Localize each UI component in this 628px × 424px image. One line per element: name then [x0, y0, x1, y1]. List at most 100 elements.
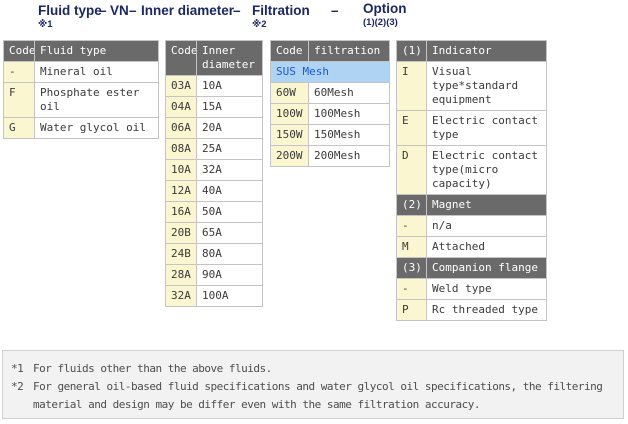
- code-cell: 03A: [165, 75, 197, 97]
- note-ref-123: (1)(2)(3): [363, 17, 398, 28]
- table-row: E Electric contact type: [396, 110, 547, 146]
- table-row: - Mineral oil: [3, 61, 159, 83]
- value-cell: Visual type*standard equipment: [426, 61, 547, 111]
- title-filtration: Filtration: [252, 3, 310, 18]
- sus-mesh-subheader-row: SUS Mesh: [270, 61, 390, 83]
- code-cell: 150W: [270, 124, 309, 146]
- title-fluid-type: Fluid type: [38, 3, 102, 18]
- value-cell: 100Mesh: [308, 103, 390, 125]
- code-cell: (2): [396, 194, 427, 216]
- sus-mesh-label: SUS Mesh: [270, 61, 390, 83]
- value-cell: 150Mesh: [308, 124, 390, 146]
- table-row: 06A 20A: [165, 117, 263, 139]
- fluid-type-table: Code Fluid type - Mineral oil F Phosphate e…: [3, 40, 159, 139]
- table-row: M Attached: [396, 236, 547, 258]
- column-header: Inner diameter: [196, 40, 263, 76]
- table-header-row: Code filtration: [270, 40, 390, 62]
- code-cell: M: [396, 236, 427, 258]
- code-cell: 60W: [270, 82, 309, 104]
- value-cell: 15A: [196, 96, 263, 118]
- value-cell: 20A: [196, 117, 263, 139]
- code-cell: 200W: [270, 145, 309, 167]
- value-cell: 50A: [196, 201, 263, 223]
- model-number-title: Fluid type – VN – Inner diameter – Filtr…: [0, 0, 628, 36]
- code-cell: 16A: [165, 201, 197, 223]
- table-row: - Weld type: [396, 278, 547, 300]
- code-cell: 32A: [165, 285, 197, 307]
- note-ref-1: ※1: [38, 19, 53, 30]
- code-cell: 100W: [270, 103, 309, 125]
- value-cell: Companion flange: [426, 257, 547, 279]
- code-cell: P: [396, 299, 427, 321]
- code-cell: -: [3, 61, 35, 83]
- value-cell: 40A: [196, 180, 263, 202]
- table-row: 28A 90A: [165, 264, 263, 286]
- table-row: 16A 50A: [165, 201, 263, 223]
- code-cell: 04A: [165, 96, 197, 118]
- code-cell: 12A: [165, 180, 197, 202]
- table-row: 12A 40A: [165, 180, 263, 202]
- footnote-text: For fluids other than the above fluids.: [33, 362, 272, 375]
- footnote-item: *2 For general oil-based fluid specificat…: [11, 378, 615, 414]
- table-row: 150W 150Mesh: [270, 124, 390, 146]
- filtration-table: Code filtration SUS Mesh 60W 60Mesh 100W 10…: [270, 40, 390, 167]
- table-row: 08A 25A: [165, 138, 263, 160]
- value-cell: 32A: [196, 159, 263, 181]
- code-cell: 06A: [165, 117, 197, 139]
- value-cell: Electric contact type: [426, 110, 547, 146]
- table-row: I Visual type*standard equipment: [396, 61, 547, 111]
- code-cell: 20B: [165, 222, 197, 244]
- title-vn: VN: [110, 3, 129, 18]
- footnote-item: *1 For fluids other than the above fluids…: [11, 360, 615, 378]
- note-ref-2: ※2: [252, 19, 267, 30]
- value-cell: 90A: [196, 264, 263, 286]
- title-dash-icon: –: [331, 3, 339, 18]
- title-dash-icon: –: [129, 3, 137, 18]
- column-header: filtration: [308, 40, 390, 62]
- value-cell: n/a: [426, 215, 547, 237]
- code-cell: E: [396, 110, 427, 146]
- section-header-row: (2) Magnet: [396, 194, 547, 216]
- value-cell: Magnet: [426, 194, 547, 216]
- table-row: - n/a: [396, 215, 547, 237]
- table-row: 100W 100Mesh: [270, 103, 390, 125]
- table-row: 60W 60Mesh: [270, 82, 390, 104]
- table-row: 200W 200Mesh: [270, 145, 390, 167]
- table-row: 10A 32A: [165, 159, 263, 181]
- table-row: P Rc threaded type: [396, 299, 547, 321]
- code-cell: 10A: [165, 159, 197, 181]
- value-cell: 80A: [196, 243, 263, 265]
- code-cell: I: [396, 61, 427, 111]
- title-inner-diameter: Inner diameter: [141, 3, 235, 18]
- column-header: Fluid type: [34, 40, 159, 62]
- title-option: Option: [363, 1, 407, 16]
- column-header: Code: [3, 40, 35, 62]
- section-header-row: (1) Indicator: [396, 40, 547, 62]
- table-row: 20B 65A: [165, 222, 263, 244]
- code-cell: G: [3, 117, 35, 139]
- option-table: (1) Indicator I Visual type*standard equipm…: [396, 40, 547, 321]
- value-cell: Indicator: [426, 40, 547, 62]
- table-row: G Water glycol oil: [3, 117, 159, 139]
- table-row: 32A 100A: [165, 285, 263, 307]
- code-cell: 28A: [165, 264, 197, 286]
- value-cell: 25A: [196, 138, 263, 160]
- table-row: F Phosphate ester oil: [3, 82, 159, 118]
- title-dash-icon: –: [99, 3, 107, 18]
- value-cell: 65A: [196, 222, 263, 244]
- code-cell: 08A: [165, 138, 197, 160]
- column-header: Code: [270, 40, 309, 62]
- footnote-marker: *1: [11, 362, 24, 375]
- code-cell: -: [396, 278, 427, 300]
- value-cell: 10A: [196, 75, 263, 97]
- value-cell: 100A: [196, 285, 263, 307]
- code-cell: (1): [396, 40, 427, 62]
- table-header-row: Code Inner diameter: [165, 40, 263, 76]
- footnote-text: For general oil-based fluid specificatio…: [33, 380, 603, 411]
- value-cell: Weld type: [426, 278, 547, 300]
- table-row: D Electric contact type(micro capacity): [396, 145, 547, 195]
- value-cell: 200Mesh: [308, 145, 390, 167]
- value-cell: Phosphate ester oil: [34, 82, 159, 118]
- footnote-box: *1 For fluids other than the above fluids…: [2, 350, 624, 419]
